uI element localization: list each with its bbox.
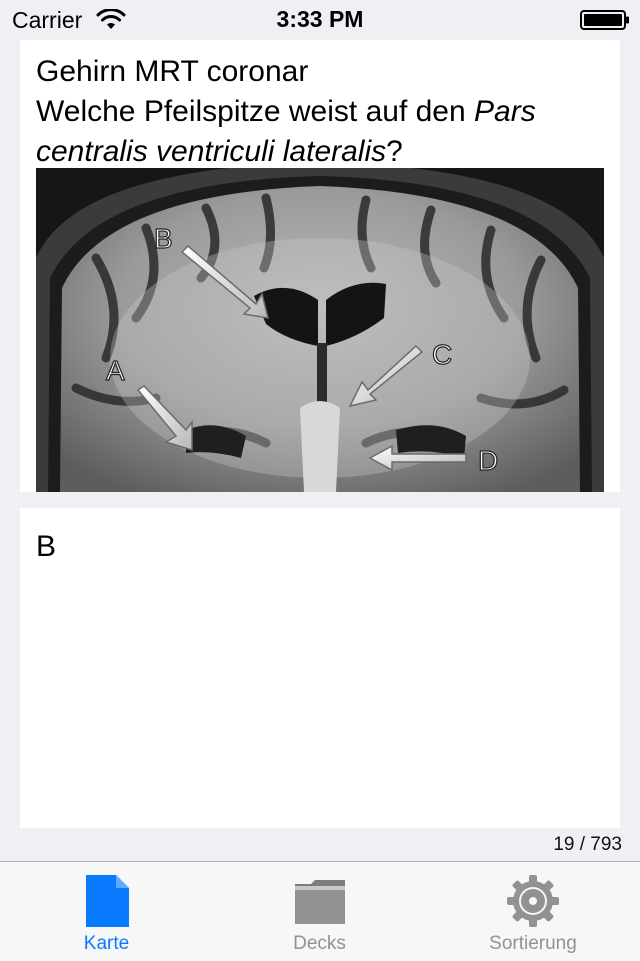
card-icon <box>83 874 131 928</box>
question-title: Gehirn MRT coronar <box>36 52 608 92</box>
image-label-c: C <box>432 339 452 370</box>
tab-sortierung-label: Sortierung <box>426 933 640 955</box>
question-prompt-prefix: Welche Pfeilspitze weist auf den <box>36 95 474 128</box>
question-card[interactable]: Gehirn MRT coronar Welche Pfeilspitze we… <box>20 40 620 492</box>
question-text: Gehirn MRT coronar Welche Pfeilspitze we… <box>36 52 608 172</box>
tab-decks-label: Decks <box>213 933 426 955</box>
question-prompt-italic-2: centralis ventriculi lateralis <box>36 135 386 168</box>
tab-sortierung[interactable]: Sortierung <box>426 862 640 961</box>
status-time: 3:33 PM <box>0 6 640 33</box>
folder-icon <box>293 880 347 924</box>
status-bar: Carrier 3:33 PM <box>0 0 640 40</box>
image-label-a: A <box>106 355 125 386</box>
tab-decks[interactable]: Decks <box>213 862 426 961</box>
question-prompt-line-1: Welche Pfeilspitze weist auf den Pars <box>36 92 608 132</box>
image-label-d: D <box>478 445 498 476</box>
tab-karte[interactable]: Karte <box>0 862 213 961</box>
answer-text: B <box>36 530 56 564</box>
mri-brain-image: B A C D <box>36 168 604 492</box>
answer-card[interactable]: B <box>20 508 620 828</box>
gear-icon <box>506 874 560 928</box>
battery-icon <box>580 10 630 30</box>
question-prompt-italic-1: Pars <box>474 95 536 128</box>
question-prompt-suffix: ? <box>386 135 403 168</box>
tab-bar: Karte Decks Sortierung <box>0 861 640 961</box>
tab-karte-label: Karte <box>0 933 213 955</box>
card-counter: 19 / 793 <box>553 834 622 856</box>
image-label-b: B <box>154 223 173 254</box>
question-prompt-line-2: centralis ventriculi lateralis? <box>36 132 608 172</box>
